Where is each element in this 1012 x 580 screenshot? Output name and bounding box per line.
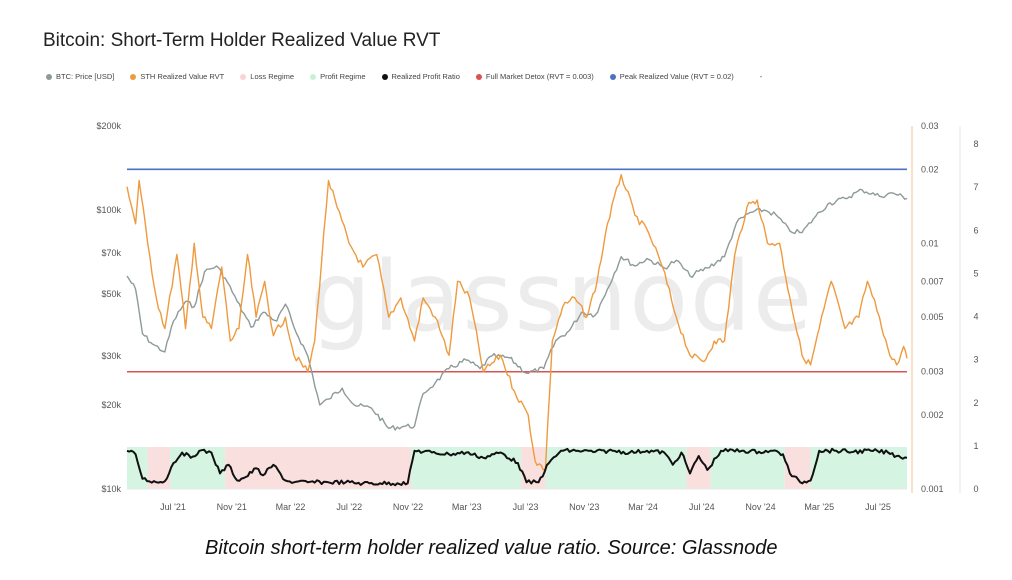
tick-label: Mar '23 (452, 502, 482, 512)
regimes-layer (127, 447, 907, 489)
tick-label: Mar '24 (628, 502, 658, 512)
legend-item[interactable]: BTC: Price [USD] (46, 72, 114, 81)
regime-band-profit (545, 447, 687, 489)
legend-item[interactable]: STH Realized Value RVT (130, 72, 224, 81)
tick-label: 0.001 (921, 484, 944, 494)
legend-label: BTC: Price [USD] (56, 72, 115, 81)
tick-label: 0.005 (921, 312, 944, 322)
tick-label: 0.007 (921, 276, 944, 286)
tick-label: Jul '21 (160, 502, 186, 512)
tick-label: 2 (973, 398, 978, 408)
tick-label: 4 (973, 312, 978, 322)
legend-label: Loss Regime (250, 72, 295, 81)
tick-label: 0 (973, 484, 978, 494)
chart-title: Bitcoin: Short-Term Holder Realized Valu… (43, 30, 441, 51)
tick-label: 7 (973, 182, 978, 192)
legend-item[interactable]: Realized Profit Ratio (381, 72, 460, 81)
tick-label: Mar '25 (804, 502, 834, 512)
regime-band-profit (127, 447, 148, 489)
tick-label: 1 (973, 441, 978, 451)
tick-label: 0.003 (921, 367, 944, 377)
watermark: glassnode (310, 241, 814, 353)
tick-label: $200k (96, 121, 121, 131)
caption: Bitcoin short-term holder realized value… (205, 537, 778, 559)
legend-label: STH Realized Value RVT (140, 72, 225, 81)
tick-label: Nov '23 (569, 502, 599, 512)
legend: BTC: Price [USD] STH Realized Value RVT Lo… (46, 72, 762, 81)
legend-label: Peak Realized Value (RVT = 0.02) (619, 72, 734, 81)
legend-swatch (381, 73, 388, 80)
tick-label: Nov '21 (217, 502, 247, 512)
tick-label: 0.02 (921, 164, 939, 174)
tick-label: $30k (101, 351, 121, 361)
series-layer (126, 174, 908, 487)
tick-label: 0.01 (921, 238, 939, 248)
legend-item[interactable]: Profit Regime (310, 72, 366, 81)
legend-item[interactable]: - (750, 72, 763, 81)
tick-label: Nov '22 (393, 502, 423, 512)
legend-item[interactable]: Loss Regime (240, 72, 294, 81)
regime-band-loss (147, 447, 171, 489)
legend-label: Profit Regime (320, 72, 366, 81)
legend-swatch (475, 73, 482, 80)
legend-swatch (240, 73, 247, 80)
reference-lines-layer (127, 168, 907, 373)
tick-label: $50k (101, 289, 121, 299)
tick-label: Mar '22 (276, 502, 306, 512)
tick-label: Jul '23 (513, 502, 539, 512)
tick-label: $100k (96, 205, 121, 215)
tick-label: Jul '22 (336, 502, 362, 512)
tick-label: 5 (973, 268, 978, 278)
legend-swatch (130, 73, 137, 80)
legend-swatch (609, 73, 616, 80)
legend-item[interactable]: Peak Realized Value (RVT = 0.02) (609, 72, 734, 81)
series-line (126, 188, 908, 431)
tick-label: 0.03 (921, 121, 939, 131)
tick-label: $20k (101, 400, 121, 410)
tick-label: $10k (101, 484, 121, 494)
tick-label: Nov '24 (745, 502, 775, 512)
tick-label: 6 (973, 225, 978, 235)
regime-band-profit (710, 447, 785, 489)
legend-swatch (310, 73, 317, 80)
tick-label: 8 (973, 139, 978, 149)
legend-swatch (46, 73, 52, 80)
tick-label: 3 (973, 355, 978, 365)
axis-layer: $200k $100k $70k $50k $30k $20k $10k 0.03 0.02 0.… (96, 121, 978, 512)
tick-label: Jul '24 (689, 502, 715, 512)
legend-label: Realized Profit Ratio (391, 72, 460, 81)
tick-label: $70k (101, 248, 121, 258)
legend-label: - (759, 72, 763, 81)
tick-label: 0.002 (921, 410, 944, 420)
tick-label: Jul '25 (865, 502, 891, 512)
series-line (126, 174, 908, 471)
series-line (126, 447, 908, 487)
legend-item[interactable]: Full Market Detox (RVT = 0.003) (475, 72, 594, 81)
legend-label: Full Market Detox (RVT = 0.003) (485, 72, 594, 81)
